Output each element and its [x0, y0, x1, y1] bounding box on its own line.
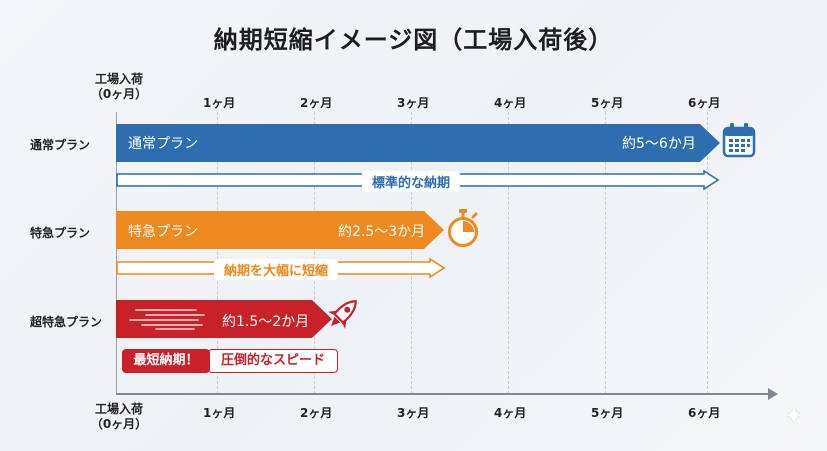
axis-origin-bottom: 工場入荷 （0ヶ月）: [84, 402, 154, 432]
gridline-1: [217, 112, 218, 394]
bar-super-duration: 約1.5〜2か月: [222, 314, 310, 330]
origin-label-bottom-line1: 工場入荷: [94, 402, 143, 416]
stopwatch-icon: [445, 208, 481, 248]
origin-label-line1: 工場入荷: [94, 72, 143, 86]
gridline-4: [508, 112, 509, 394]
x-axis-arrowhead: [768, 388, 778, 400]
bar-express-label: 特急プラン: [128, 224, 198, 240]
bar-super-tip: [312, 300, 332, 338]
month-tick-bottom-3: 3ヶ月: [397, 406, 430, 420]
note-express: 納期を大幅に短縮: [214, 259, 339, 280]
note-normal: 標準的な納期: [362, 171, 461, 192]
origin-axis-line: [116, 112, 117, 394]
month-tick-top-4: 4ヶ月: [494, 96, 527, 110]
bar-normal-duration: 約5〜6か月: [622, 136, 696, 152]
bar-normal-body: [116, 124, 700, 162]
origin-label-line2: （0ヶ月）: [90, 87, 148, 101]
row-label-super: 超特急プラン: [30, 315, 103, 329]
month-tick-top-2: 2ヶ月: [300, 96, 333, 110]
page-title: 納期短縮イメージ図（工場入荷後）: [213, 26, 614, 54]
month-tick-bottom-5: 5ヶ月: [591, 406, 624, 420]
bar-express: 特急プラン 約2.5〜3か月: [116, 211, 444, 249]
bar-express-body: [116, 211, 424, 249]
bar-normal-label: 通常プラン: [128, 136, 198, 152]
bar-normal-tip: [700, 124, 720, 162]
sparkle-icon: ✦: [784, 402, 805, 430]
bar-super-body: [116, 300, 312, 338]
origin-label-bottom-line2: （0ヶ月）: [90, 417, 148, 431]
axis-origin-top: 工場入荷 （0ヶ月）: [84, 72, 154, 102]
month-tick-top-1: 1ヶ月: [203, 96, 236, 110]
month-tick-bottom-4: 4ヶ月: [494, 406, 527, 420]
gridline-6: [707, 112, 708, 394]
gridline-3: [411, 112, 412, 394]
badge-speed: 圧倒的なスピード: [208, 349, 338, 373]
month-tick-bottom-6: 6ヶ月: [688, 406, 721, 420]
row-label-normal: 通常プラン: [30, 138, 91, 152]
month-tick-bottom-1: 1ヶ月: [203, 406, 236, 420]
speed-lines: [126, 307, 206, 331]
bar-express-tip: [424, 211, 444, 249]
bar-super: 約1.5〜2か月: [116, 300, 332, 338]
month-tick-top-5: 5ヶ月: [591, 96, 624, 110]
bar-normal: 通常プラン 約5〜6か月: [116, 124, 720, 162]
month-tick-top-3: 3ヶ月: [397, 96, 430, 110]
gridline-2: [314, 112, 315, 394]
gridline-5: [605, 112, 606, 394]
row-label-express: 特急プラン: [30, 226, 91, 240]
calendar-icon: [722, 122, 756, 158]
month-tick-bottom-2: 2ヶ月: [300, 406, 333, 420]
badge-shortest: 最短納期！: [122, 349, 210, 373]
month-tick-top-6: 6ヶ月: [688, 96, 721, 110]
x-axis-line: [116, 393, 771, 395]
rocket-icon: [322, 293, 364, 335]
bar-express-duration: 約2.5〜3か月: [338, 224, 426, 240]
